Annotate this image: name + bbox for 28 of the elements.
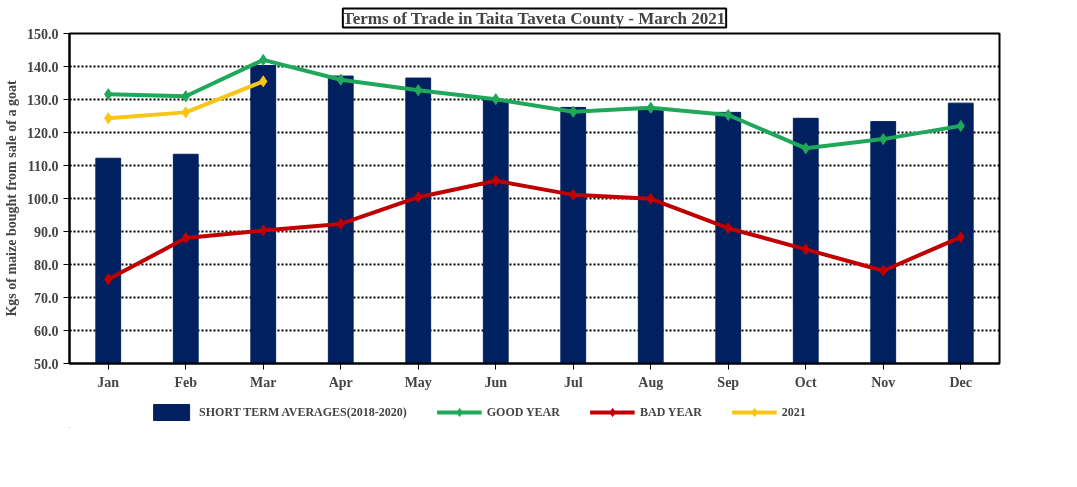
y-tick-label: 110.0 xyxy=(27,158,59,174)
x-tick-label: Feb xyxy=(174,374,198,390)
x-tick-label: Jan xyxy=(97,374,120,390)
y-tick-label: 80.0 xyxy=(34,257,59,273)
x-tick-label: Dec xyxy=(949,374,973,390)
legend-label: BAD YEAR xyxy=(639,404,702,420)
legend-label: GOOD YEAR xyxy=(486,404,560,420)
x-tick-label: Oct xyxy=(794,374,817,390)
y-tick-label: 90.0 xyxy=(34,224,59,240)
legend-label: 2021 xyxy=(781,404,806,420)
y-tick-label: 70.0 xyxy=(34,290,59,306)
x-tick-label: Apr xyxy=(328,374,353,390)
y-tick-label: 120.0 xyxy=(27,125,59,141)
y-tick-label: 140.0 xyxy=(27,59,59,75)
legend-label: SHORT TERM AVERAGES(2018-2020) xyxy=(199,404,407,420)
y-axis-title: Kgs of maize bought from sale of a goat xyxy=(4,80,19,317)
x-tick-label: Mar xyxy=(250,374,277,390)
x-tick-label: Jul xyxy=(563,374,583,390)
y-tick-label: 60.0 xyxy=(34,323,59,339)
y-tick-label: 100.0 xyxy=(27,191,59,207)
y-tick-label: 130.0 xyxy=(27,92,59,108)
x-tick-label: May xyxy=(404,374,432,390)
x-tick-label: Jun xyxy=(484,374,508,390)
x-tick-label: Aug xyxy=(638,374,664,390)
x-tick-label: Sep xyxy=(717,374,740,390)
y-tick-label: 150.0 xyxy=(27,26,59,42)
x-tick-label: Nov xyxy=(871,374,896,390)
y-tick-label: 50.0 xyxy=(34,356,59,372)
